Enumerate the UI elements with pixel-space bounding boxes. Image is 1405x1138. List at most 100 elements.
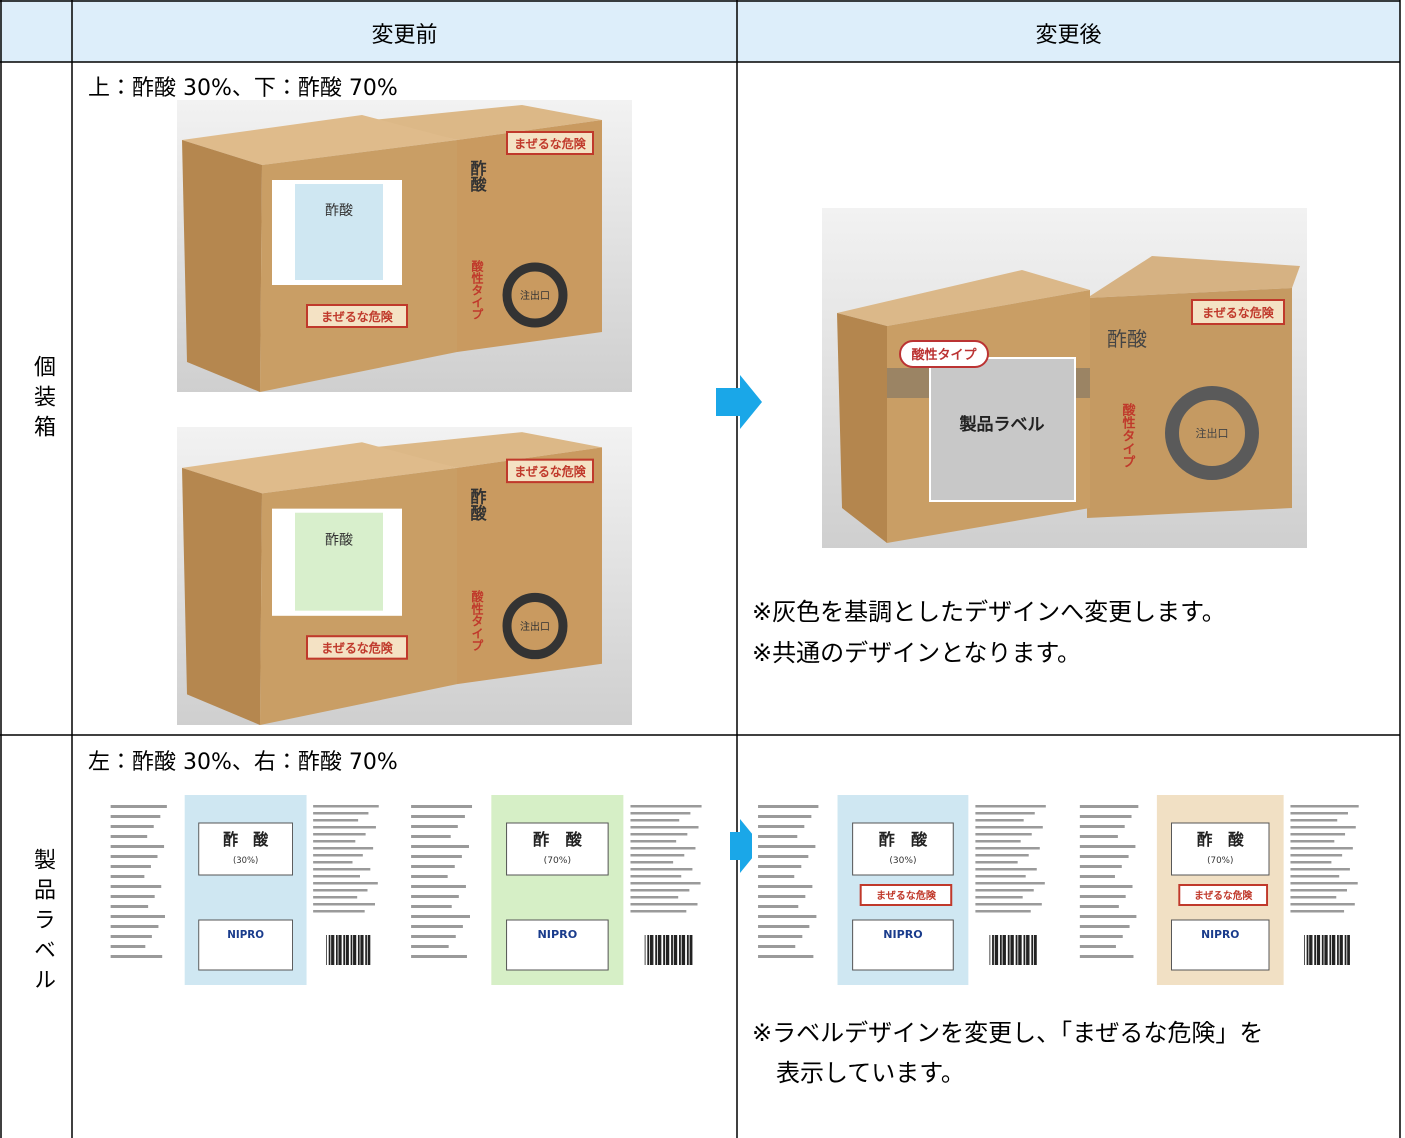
text-line — [110, 895, 155, 898]
text-line — [1290, 910, 1345, 913]
barcode-bar — [367, 935, 371, 965]
text-line — [110, 825, 154, 828]
box-text: まぜるな危険 — [514, 464, 586, 479]
barcode-bar — [1013, 935, 1014, 965]
text-line — [975, 861, 1018, 864]
box-text: 酢酸 — [468, 487, 487, 522]
barcode-bar — [676, 935, 678, 965]
barcode-bar — [343, 935, 346, 965]
warning-box — [859, 884, 953, 906]
brand-box — [1171, 919, 1270, 971]
barcode-bar — [1026, 935, 1029, 965]
text-line — [411, 815, 465, 818]
barcode-bar — [1309, 935, 1312, 965]
name-box — [506, 822, 609, 876]
text-line — [110, 885, 162, 888]
text-line — [975, 847, 1040, 850]
note: ※共通のデザインとなります。 — [752, 639, 1081, 667]
barcode-bar — [1033, 935, 1037, 965]
box-text: 酸性タイプ — [470, 589, 484, 652]
text-line — [975, 868, 1037, 871]
text-line — [758, 805, 819, 808]
text-line — [1079, 945, 1116, 948]
barcode-bar — [665, 935, 669, 965]
text-line — [1079, 855, 1129, 858]
barcode-bar — [331, 935, 334, 965]
barcode-bar — [1005, 935, 1006, 965]
warning-box — [306, 304, 408, 328]
text-line — [758, 855, 809, 858]
text-line — [1079, 845, 1136, 848]
box-text: まぜるな危険 — [321, 309, 394, 324]
barcode-bar — [1023, 935, 1026, 965]
text-line — [630, 812, 691, 815]
text-line — [758, 875, 795, 878]
barcode-bar — [681, 935, 685, 965]
text-line — [758, 815, 812, 818]
text-line — [1290, 861, 1332, 864]
arrow — [716, 375, 762, 429]
label-text: まぜるな危険 — [876, 889, 937, 902]
text-line — [411, 875, 448, 878]
text-line — [1079, 875, 1115, 878]
text-line — [758, 945, 796, 948]
brand-box — [506, 919, 609, 971]
barcode-bar — [655, 935, 658, 965]
text-line — [110, 855, 158, 858]
text-line — [1079, 805, 1139, 808]
box-text: まぜるな危険 — [1202, 305, 1275, 320]
warning-box — [1178, 884, 1269, 906]
label-text: (70%) — [1207, 856, 1233, 866]
barcode-bar — [360, 935, 364, 965]
text-line — [411, 845, 469, 848]
text-line — [758, 925, 810, 928]
text-line — [411, 895, 459, 898]
box-text: 注出口 — [1196, 427, 1229, 440]
box-text: 注出口 — [520, 620, 550, 633]
text-line — [975, 840, 1021, 843]
barcode-bar — [649, 935, 653, 965]
label-panel — [295, 512, 383, 611]
label-text: NIPRO — [1201, 928, 1239, 941]
text-line — [1290, 812, 1348, 815]
box-text: 酸性タイプ — [470, 259, 484, 320]
barcode-bar — [684, 935, 686, 965]
text-line — [411, 865, 455, 868]
box-face — [837, 270, 1090, 326]
text-line — [1290, 826, 1356, 829]
header-after: 変更後 — [1035, 23, 1102, 48]
box-text: まぜるな危険 — [514, 136, 587, 151]
text-line — [1079, 895, 1126, 898]
text-line — [630, 910, 687, 913]
text-line — [313, 819, 359, 822]
caption: 上：酢酸 30%、下：酢酸 70% — [88, 76, 398, 101]
barcode-bar — [326, 935, 328, 965]
note: ※灰色を基調としたデザインへ変更します。 — [752, 598, 1226, 626]
text-line — [975, 854, 1029, 857]
label-text: (30%) — [233, 856, 258, 866]
text-line — [758, 895, 806, 898]
barcode-bar — [345, 935, 349, 965]
text-line — [975, 826, 1043, 829]
barcode-bar — [660, 935, 662, 965]
text-line — [313, 861, 353, 864]
barcode-bar — [365, 935, 367, 965]
barcode-bar — [362, 935, 364, 965]
barcode-bar — [673, 935, 677, 965]
box-text: 酢酸 — [468, 159, 487, 193]
barcode-bar — [663, 935, 665, 965]
text-line — [411, 885, 466, 888]
text-line — [1079, 885, 1133, 888]
barcode-bar — [652, 935, 654, 965]
barcode-bar — [1010, 935, 1014, 965]
text-line — [411, 835, 451, 838]
text-line — [975, 875, 1026, 878]
barcode-bar — [1007, 935, 1010, 965]
box-face — [372, 432, 602, 468]
text-line — [313, 903, 376, 906]
label-text: (30%) — [889, 856, 916, 866]
barcode-bar — [1028, 935, 1030, 965]
text-line — [110, 915, 165, 918]
